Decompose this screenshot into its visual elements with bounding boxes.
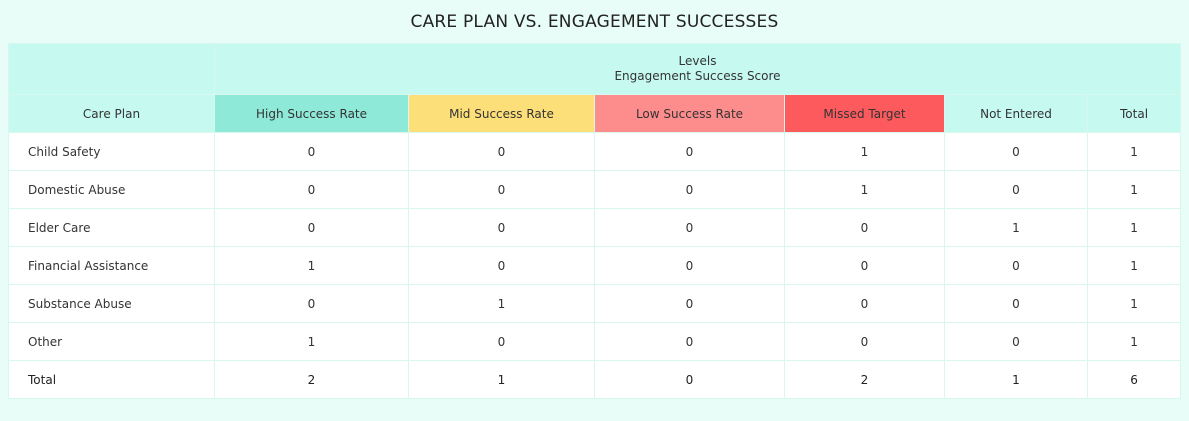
col-header-total[interactable]: Total bbox=[1086, 94, 1182, 133]
table-cell[interactable]: 0 bbox=[214, 284, 409, 323]
table-row: Elder Care 0 0 0 0 1 1 bbox=[8, 208, 1182, 247]
row-label[interactable]: Financial Assistance bbox=[8, 246, 215, 285]
total-cell[interactable]: 1 bbox=[944, 360, 1088, 399]
table-cell[interactable]: 0 bbox=[214, 132, 409, 171]
total-cell[interactable]: 6 bbox=[1086, 360, 1182, 399]
table-cell[interactable]: 0 bbox=[594, 208, 785, 247]
engagement-score-label: Engagement Success Score bbox=[614, 69, 781, 83]
table-cell[interactable]: 1 bbox=[1086, 208, 1182, 247]
table-cell[interactable]: 0 bbox=[784, 246, 945, 285]
total-cell[interactable]: 2 bbox=[214, 360, 409, 399]
table-cell[interactable]: 1 bbox=[1086, 284, 1182, 323]
table-row: Other 1 0 0 0 0 1 bbox=[8, 322, 1182, 361]
table-cell[interactable]: 0 bbox=[784, 208, 945, 247]
table-row: Substance Abuse 0 1 0 0 0 1 bbox=[8, 284, 1182, 323]
row-label[interactable]: Child Safety bbox=[8, 132, 215, 171]
table-cell[interactable]: 1 bbox=[1086, 246, 1182, 285]
care-plan-table: Levels Engagement Success Score Care Pla… bbox=[8, 43, 1182, 399]
row-label[interactable]: Other bbox=[8, 322, 215, 361]
table-cell[interactable]: 0 bbox=[214, 208, 409, 247]
col-header-high-success[interactable]: High Success Rate bbox=[214, 94, 409, 133]
col-header-not-entered[interactable]: Not Entered bbox=[944, 94, 1088, 133]
table-cell[interactable]: 0 bbox=[944, 322, 1088, 361]
table-cell[interactable]: 1 bbox=[214, 322, 409, 361]
total-cell[interactable]: 0 bbox=[594, 360, 785, 399]
table-cell[interactable]: 1 bbox=[214, 246, 409, 285]
col-header-missed-target[interactable]: Missed Target bbox=[784, 94, 945, 133]
table-cell[interactable]: 1 bbox=[784, 132, 945, 171]
table-cell[interactable]: 0 bbox=[408, 132, 595, 171]
column-header-row: Care Plan High Success Rate Mid Success … bbox=[8, 94, 1182, 133]
levels-group-header: Levels Engagement Success Score bbox=[213, 43, 1182, 95]
total-cell[interactable]: 2 bbox=[784, 360, 945, 399]
table-row: Child Safety 0 0 0 1 0 1 bbox=[8, 132, 1182, 171]
page-title: CARE PLAN VS. ENGAGEMENT SUCCESSES bbox=[410, 12, 779, 32]
table-cell[interactable]: 0 bbox=[594, 132, 785, 171]
group-header-row: Levels Engagement Success Score bbox=[8, 43, 1182, 95]
col-header-low-success[interactable]: Low Success Rate bbox=[594, 94, 785, 133]
table-cell[interactable]: 0 bbox=[944, 170, 1088, 209]
table-row: Financial Assistance 1 0 0 0 0 1 bbox=[8, 246, 1182, 285]
totals-label[interactable]: Total bbox=[8, 360, 215, 399]
table-cell[interactable]: 1 bbox=[1086, 132, 1182, 171]
table-cell[interactable]: 0 bbox=[408, 322, 595, 361]
table-cell[interactable]: 0 bbox=[944, 132, 1088, 171]
col-header-mid-success[interactable]: Mid Success Rate bbox=[408, 94, 595, 133]
table-cell[interactable]: 0 bbox=[408, 208, 595, 247]
table-cell[interactable]: 1 bbox=[1086, 322, 1182, 361]
table-cell[interactable]: 1 bbox=[1086, 170, 1182, 209]
row-label[interactable]: Domestic Abuse bbox=[8, 170, 215, 209]
total-cell[interactable]: 1 bbox=[408, 360, 595, 399]
table-row: Domestic Abuse 0 0 0 1 0 1 bbox=[8, 170, 1182, 209]
table-cell[interactable]: 0 bbox=[594, 284, 785, 323]
table-cell[interactable]: 0 bbox=[594, 246, 785, 285]
table-cell[interactable]: 1 bbox=[784, 170, 945, 209]
table-cell[interactable]: 0 bbox=[944, 246, 1088, 285]
table-cell[interactable]: 0 bbox=[594, 322, 785, 361]
table-cell[interactable]: 1 bbox=[944, 208, 1088, 247]
table-cell[interactable]: 1 bbox=[408, 284, 595, 323]
table-cell[interactable]: 0 bbox=[784, 322, 945, 361]
row-label[interactable]: Substance Abuse bbox=[8, 284, 215, 323]
table-cell[interactable]: 0 bbox=[214, 170, 409, 209]
corner-cell bbox=[8, 43, 215, 95]
totals-row: Total 2 1 0 2 1 6 bbox=[8, 360, 1182, 399]
table-cell[interactable]: 0 bbox=[408, 246, 595, 285]
table-cell[interactable]: 0 bbox=[594, 170, 785, 209]
row-label[interactable]: Elder Care bbox=[8, 208, 215, 247]
care-plan-column-header[interactable]: Care Plan bbox=[8, 94, 215, 133]
table-cell[interactable]: 0 bbox=[944, 284, 1088, 323]
table-cell[interactable]: 0 bbox=[408, 170, 595, 209]
table-cell[interactable]: 0 bbox=[784, 284, 945, 323]
levels-label: Levels bbox=[678, 54, 717, 68]
